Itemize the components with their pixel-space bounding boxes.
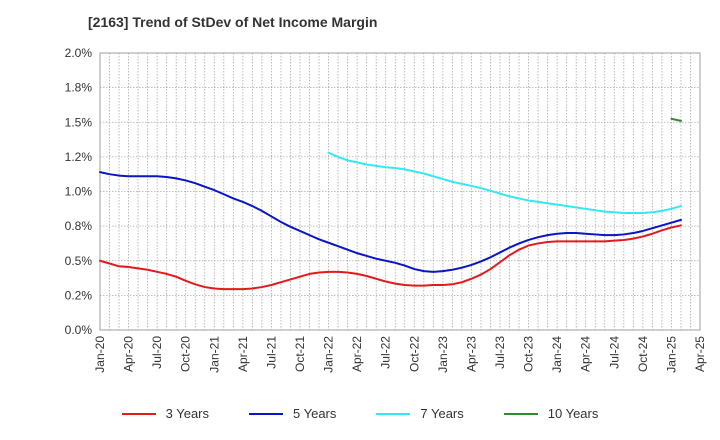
y-tick-label: 1.2% (65, 150, 93, 164)
series-line-3-years (99, 224, 682, 291)
x-tick-label: Jan-25 (664, 336, 678, 373)
chart-title: [2163] Trend of StDev of Net Income Marg… (88, 14, 378, 30)
line-chart: 0.0% 0.2% 0.5% 0.8% 1.0% 1.2% 1.5% 1.8% 2.0% Jan-… (65, 46, 707, 373)
legend-label-5-years: 5 Years (293, 406, 337, 421)
y-tick-label: 0.8% (65, 219, 93, 233)
y-tick-label: 0.0% (65, 323, 93, 337)
x-tick-label: Jan-20 (93, 336, 107, 373)
x-tick-label: Jul-23 (493, 336, 507, 369)
y-tick-label: 2.0% (65, 46, 93, 60)
y-tick-label: 1.0% (65, 185, 93, 199)
y-tick-label: 1.5% (65, 115, 93, 129)
legend: 3 Years 5 Years 7 Years 10 Years (0, 406, 720, 421)
legend-label-10-years: 10 Years (547, 406, 599, 421)
x-tick-label: Jul-24 (607, 336, 621, 369)
x-tick-label: Apr-25 (693, 336, 707, 372)
y-tick-label: 0.2% (65, 288, 93, 302)
legend-item-7-years: 7 Years (376, 406, 464, 421)
x-tick-label: Jan-22 (322, 336, 336, 373)
legend-label-3-years: 3 Years (165, 406, 209, 421)
x-tick-label: Apr-20 (122, 336, 136, 372)
series-line-7-years (327, 151, 682, 214)
x-tick-label: Apr-22 (350, 336, 364, 372)
x-tick-label: Apr-23 (464, 336, 478, 372)
legend-item-3-years: 3 Years (121, 406, 209, 421)
x-tick-label: Jan-21 (207, 336, 221, 373)
y-tick-label: 0.5% (65, 254, 93, 268)
x-tick-label: Oct-23 (522, 336, 536, 372)
series-line-5-years (99, 171, 682, 273)
legend-item-5-years: 5 Years (249, 406, 336, 421)
x-tick-label: Oct-20 (179, 336, 193, 372)
legend-swatch-10-years (503, 412, 538, 415)
y-tick-label: 1.8% (65, 81, 93, 95)
x-tick-label: Apr-24 (579, 336, 593, 372)
x-tick-label: Oct-24 (636, 336, 650, 372)
x-tick-label: Oct-22 (407, 336, 421, 372)
x-tick-label: Jan-23 (436, 336, 450, 373)
x-tick-label: Jul-20 (150, 336, 164, 369)
legend-label-7-years: 7 Years (420, 406, 464, 421)
x-tick-label: Jan-24 (550, 336, 564, 373)
x-tick-label: Jul-21 (264, 336, 278, 369)
x-tick-label: Apr-21 (236, 336, 250, 372)
x-tick-label: Oct-21 (293, 336, 307, 372)
series-line-10-years (670, 117, 682, 122)
x-tick-label: Jul-22 (379, 336, 393, 369)
legend-item-10-years: 10 Years (503, 406, 599, 421)
legend-swatch-7-years (376, 412, 411, 415)
legend-swatch-5-years (249, 412, 283, 415)
legend-swatch-3-years (121, 412, 156, 415)
